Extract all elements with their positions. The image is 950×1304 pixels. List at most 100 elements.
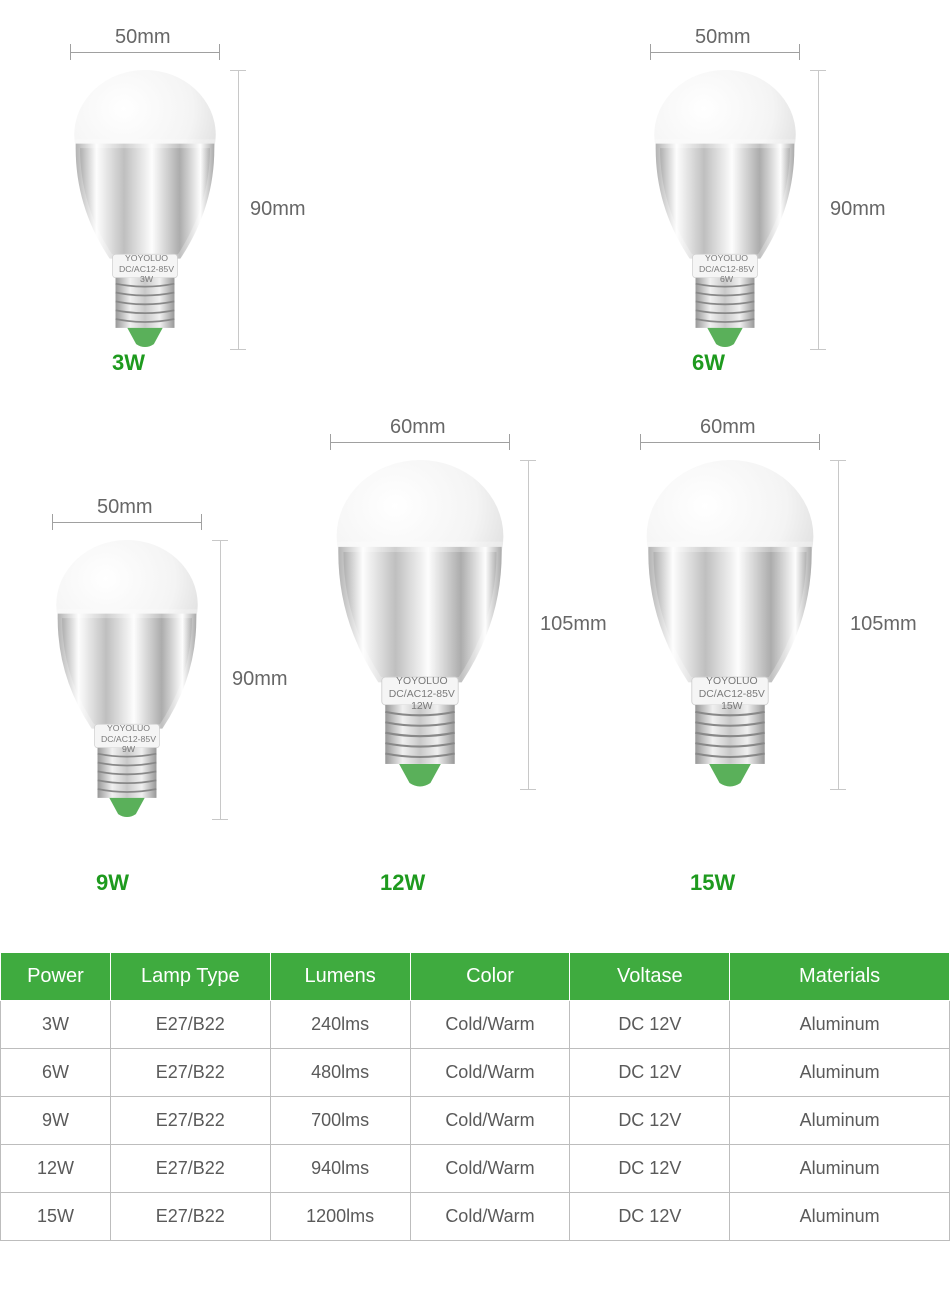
dim-height-label: 90mm	[250, 198, 306, 221]
cell: Aluminum	[730, 1193, 950, 1241]
dim-line-height	[220, 540, 221, 820]
table-row: 3WE27/B22240lmsCold/WarmDC 12VAluminum	[1, 1001, 950, 1049]
dim-tick	[201, 514, 202, 530]
dim-tick	[520, 460, 536, 461]
table-row: 9WE27/B22700lmsCold/WarmDC 12VAluminum	[1, 1097, 950, 1145]
dim-tick	[819, 434, 820, 450]
dim-width-label: 60mm	[700, 416, 756, 439]
cell: 480lms	[270, 1049, 410, 1097]
cell: E27/B22	[110, 1001, 270, 1049]
cell: DC 12V	[570, 1193, 730, 1241]
rating-spec: DC/AC12-85V 12W	[384, 689, 460, 714]
cell: Cold/Warm	[410, 1001, 570, 1049]
bulb-b15	[640, 460, 820, 790]
dim-tick	[509, 434, 510, 450]
dim-tick	[219, 44, 220, 60]
power-label-b3: 3W	[112, 350, 145, 376]
rating-brand: YOYOLUO	[115, 253, 178, 263]
cell: 700lms	[270, 1097, 410, 1145]
specs-table: PowerLamp TypeLumensColorVoltaseMaterial…	[0, 952, 950, 1241]
cell: DC 12V	[570, 1049, 730, 1097]
dim-tick	[810, 349, 826, 350]
cell: Aluminum	[730, 1097, 950, 1145]
dim-height-label: 105mm	[850, 613, 917, 636]
dim-line-height	[528, 460, 529, 790]
cell: 12W	[1, 1145, 111, 1193]
cell: Cold/Warm	[410, 1049, 570, 1097]
cell: 9W	[1, 1097, 111, 1145]
dim-tick	[230, 70, 246, 71]
dim-tick	[230, 349, 246, 350]
dim-line-height	[238, 70, 239, 350]
cell: 940lms	[270, 1145, 410, 1193]
dim-line-width	[650, 52, 800, 53]
dim-tick	[650, 44, 651, 60]
cell: 3W	[1, 1001, 111, 1049]
dim-tick	[212, 819, 228, 820]
cell: Cold/Warm	[410, 1097, 570, 1145]
bulb-b3	[70, 70, 220, 350]
dim-line-width	[70, 52, 220, 53]
bulb-rating: YOYOLUODC/AC12-85V 3W	[115, 253, 178, 284]
bulb-b9	[52, 540, 202, 820]
cell: Aluminum	[730, 1145, 950, 1193]
dim-tick	[830, 460, 846, 461]
cell: 6W	[1, 1049, 111, 1097]
col-materials: Materials	[730, 953, 950, 1001]
power-label-b9: 9W	[96, 870, 129, 896]
dim-line-height	[838, 460, 839, 790]
bulb-b12	[330, 460, 510, 790]
dim-width-label: 60mm	[390, 416, 446, 439]
cell: E27/B22	[110, 1049, 270, 1097]
power-label-b12: 12W	[380, 870, 425, 896]
cell: 1200lms	[270, 1193, 410, 1241]
dim-tick	[330, 434, 331, 450]
bulb-rating: YOYOLUODC/AC12-85V 6W	[695, 253, 758, 284]
rating-spec: DC/AC12-85V 3W	[115, 264, 178, 285]
rating-brand: YOYOLUO	[97, 723, 160, 733]
dim-tick	[799, 44, 800, 60]
col-color: Color	[410, 953, 570, 1001]
cell: Cold/Warm	[410, 1193, 570, 1241]
rating-spec: DC/AC12-85V 9W	[97, 734, 160, 755]
dim-tick	[810, 70, 826, 71]
dim-tick	[520, 789, 536, 790]
bulb-b6	[650, 70, 800, 350]
bulb-rating: YOYOLUODC/AC12-85V 9W	[97, 723, 160, 754]
rating-brand: YOYOLUO	[384, 676, 460, 689]
table-row: 6WE27/B22480lmsCold/WarmDC 12VAluminum	[1, 1049, 950, 1097]
dim-tick	[70, 44, 71, 60]
dim-tick	[212, 540, 228, 541]
dim-width-label: 50mm	[695, 26, 751, 49]
dim-height-label: 90mm	[830, 198, 886, 221]
power-label-b15: 15W	[690, 870, 735, 896]
col-power: Power	[1, 953, 111, 1001]
cell: DC 12V	[570, 1145, 730, 1193]
power-label-b6: 6W	[692, 350, 725, 376]
table-row: 12WE27/B22940lmsCold/WarmDC 12VAluminum	[1, 1145, 950, 1193]
cell: Aluminum	[730, 1001, 950, 1049]
dim-tick	[830, 789, 846, 790]
col-lumens: Lumens	[270, 953, 410, 1001]
dim-line-width	[330, 442, 510, 443]
dim-width-label: 50mm	[115, 26, 171, 49]
dim-line-height	[818, 70, 819, 350]
cell: Cold/Warm	[410, 1145, 570, 1193]
cell: E27/B22	[110, 1145, 270, 1193]
rating-brand: YOYOLUO	[695, 253, 758, 263]
rating-spec: DC/AC12-85V 6W	[695, 264, 758, 285]
bulb-rating: YOYOLUODC/AC12-85V 12W	[384, 676, 460, 714]
cell: 15W	[1, 1193, 111, 1241]
cell: E27/B22	[110, 1193, 270, 1241]
cell: DC 12V	[570, 1001, 730, 1049]
dim-tick	[52, 514, 53, 530]
dim-line-width	[640, 442, 820, 443]
dim-height-label: 90mm	[232, 668, 288, 691]
rating-spec: DC/AC12-85V 15W	[694, 689, 770, 714]
cell: 240lms	[270, 1001, 410, 1049]
bulb-rating: YOYOLUODC/AC12-85V 15W	[694, 676, 770, 714]
col-voltase: Voltase	[570, 953, 730, 1001]
dim-tick	[640, 434, 641, 450]
cell: Aluminum	[730, 1049, 950, 1097]
dim-height-label: 105mm	[540, 613, 607, 636]
